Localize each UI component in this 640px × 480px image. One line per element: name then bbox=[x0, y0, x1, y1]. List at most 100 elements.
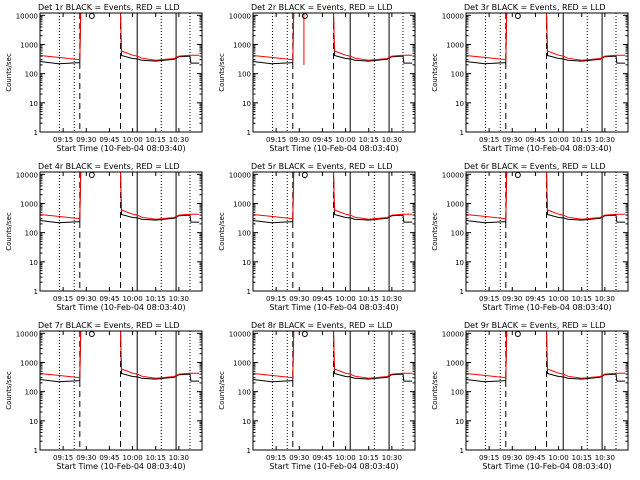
y-tick-label: 10 bbox=[242, 259, 251, 267]
y-tick-label: 100 bbox=[451, 230, 464, 238]
x-tick-label: 09:15 bbox=[266, 295, 286, 303]
y-tick-label: 10 bbox=[242, 418, 251, 426]
y-tick-label: 1 bbox=[460, 447, 464, 455]
x-tick-label: 09:30 bbox=[76, 295, 96, 303]
x-tick-label: 09:15 bbox=[479, 136, 499, 144]
x-tick-label: 09:45 bbox=[525, 454, 545, 462]
saturation-marker bbox=[514, 331, 521, 337]
detector-panel: Det 2r BLACK = Events, RED = LLD Counts/s… bbox=[218, 3, 416, 153]
x-tick-label: 09:15 bbox=[53, 295, 73, 303]
plot-area bbox=[253, 331, 413, 450]
panel-frame bbox=[39, 171, 203, 292]
events-series-line bbox=[40, 331, 200, 383]
detector-panel: Det 4r BLACK = Events, RED = LLD Counts/s… bbox=[5, 162, 203, 312]
x-tick-label: 10:15 bbox=[146, 136, 166, 144]
y-tick-label: 1 bbox=[34, 129, 38, 137]
y-tick-label: 1 bbox=[34, 288, 38, 296]
events-series-line bbox=[466, 13, 626, 65]
lld-series-line bbox=[40, 13, 200, 61]
x-tick-label: 10:30 bbox=[382, 454, 402, 462]
saturation-marker bbox=[301, 13, 308, 19]
y-tick-label: 100 bbox=[25, 230, 38, 238]
lld-series-line bbox=[466, 172, 626, 220]
x-tick-label: 10:15 bbox=[146, 295, 166, 303]
events-series-line bbox=[40, 172, 200, 224]
x-tick-label: 09:30 bbox=[289, 295, 309, 303]
panel-title: Det 1r BLACK = Events, RED = LLD bbox=[38, 3, 180, 12]
y-tick-label: 10 bbox=[29, 100, 38, 108]
y-tick-label: 1000 bbox=[446, 41, 464, 49]
y-tick-label: 100 bbox=[238, 389, 251, 397]
panel-title: Det 2r BLACK = Events, RED = LLD bbox=[251, 3, 393, 12]
y-tick-label: 1 bbox=[34, 447, 38, 455]
x-tick-label: 09:45 bbox=[525, 295, 545, 303]
x-tick-label: 09:45 bbox=[312, 136, 332, 144]
x-axis-label: Start Time (10-Feb-04 08:03:40) bbox=[269, 462, 398, 471]
saturation-marker bbox=[88, 172, 95, 178]
x-tick-label: 09:45 bbox=[99, 295, 119, 303]
x-tick-label: 09:15 bbox=[266, 454, 286, 462]
y-tick-label: 10000 bbox=[442, 171, 464, 179]
x-tick-label: 09:45 bbox=[312, 454, 332, 462]
y-tick-label: 1 bbox=[247, 447, 251, 455]
x-tick-label: 09:45 bbox=[525, 136, 545, 144]
x-tick-label: 09:30 bbox=[289, 454, 309, 462]
panel-title: Det 5r BLACK = Events, RED = LLD bbox=[251, 162, 393, 171]
x-axis-label: Start Time (10-Feb-04 08:03:40) bbox=[269, 303, 398, 312]
y-tick-label: 1000 bbox=[20, 41, 38, 49]
plot-area bbox=[466, 331, 626, 450]
x-tick-label: 10:00 bbox=[335, 454, 355, 462]
y-tick-label: 1 bbox=[247, 288, 251, 296]
x-tick-label: 09:30 bbox=[289, 136, 309, 144]
y-tick-label: 1000 bbox=[20, 359, 38, 367]
y-tick-label: 10000 bbox=[16, 171, 38, 179]
y-axis-label: Counts/sec bbox=[218, 53, 226, 92]
y-axis-label: Counts/sec bbox=[431, 53, 439, 92]
x-tick-label: 09:15 bbox=[53, 136, 73, 144]
x-axis-label: Start Time (10-Feb-04 08:03:40) bbox=[482, 462, 611, 471]
panel-frame bbox=[39, 12, 203, 133]
x-tick-label: 10:30 bbox=[169, 454, 189, 462]
plot-area bbox=[253, 13, 413, 132]
saturation-marker bbox=[301, 331, 308, 337]
y-tick-label: 1000 bbox=[446, 200, 464, 208]
events-series-line bbox=[253, 13, 413, 65]
y-tick-label: 100 bbox=[238, 230, 251, 238]
x-tick-label: 09:30 bbox=[502, 136, 522, 144]
lld-series-line bbox=[40, 172, 200, 220]
x-tick-label: 10:30 bbox=[169, 136, 189, 144]
y-tick-label: 100 bbox=[451, 71, 464, 79]
events-series-line bbox=[253, 172, 413, 224]
x-tick-label: 09:45 bbox=[99, 454, 119, 462]
y-tick-label: 10000 bbox=[229, 171, 251, 179]
x-tick-label: 10:30 bbox=[382, 295, 402, 303]
saturation-marker bbox=[514, 13, 521, 19]
plot-area bbox=[253, 172, 413, 291]
y-tick-label: 10000 bbox=[16, 12, 38, 20]
y-axis-label: Counts/sec bbox=[431, 371, 439, 410]
y-tick-label: 10000 bbox=[229, 12, 251, 20]
y-tick-label: 100 bbox=[238, 71, 251, 79]
x-tick-label: 10:00 bbox=[548, 454, 568, 462]
x-tick-label: 09:45 bbox=[312, 295, 332, 303]
panel-frame bbox=[252, 171, 416, 292]
panel-frame bbox=[39, 330, 203, 451]
y-tick-label: 10000 bbox=[16, 330, 38, 338]
panel-title: Det 9r BLACK = Events, RED = LLD bbox=[464, 321, 606, 330]
x-axis-label: Start Time (10-Feb-04 08:03:40) bbox=[56, 144, 185, 153]
panel-title: Det 6r BLACK = Events, RED = LLD bbox=[464, 162, 606, 171]
events-series-line bbox=[253, 331, 413, 383]
y-tick-label: 10 bbox=[242, 100, 251, 108]
y-tick-label: 1000 bbox=[20, 200, 38, 208]
y-tick-label: 100 bbox=[25, 71, 38, 79]
x-tick-label: 10:00 bbox=[122, 454, 142, 462]
panel-title: Det 3r BLACK = Events, RED = LLD bbox=[464, 3, 606, 12]
y-tick-label: 1000 bbox=[233, 359, 251, 367]
x-tick-label: 10:15 bbox=[572, 295, 592, 303]
y-tick-label: 1 bbox=[460, 288, 464, 296]
detector-panel: Det 9r BLACK = Events, RED = LLD Counts/s… bbox=[431, 321, 629, 471]
panel-title: Det 8r BLACK = Events, RED = LLD bbox=[251, 321, 393, 330]
y-tick-label: 1000 bbox=[446, 359, 464, 367]
y-tick-label: 1 bbox=[460, 129, 464, 137]
